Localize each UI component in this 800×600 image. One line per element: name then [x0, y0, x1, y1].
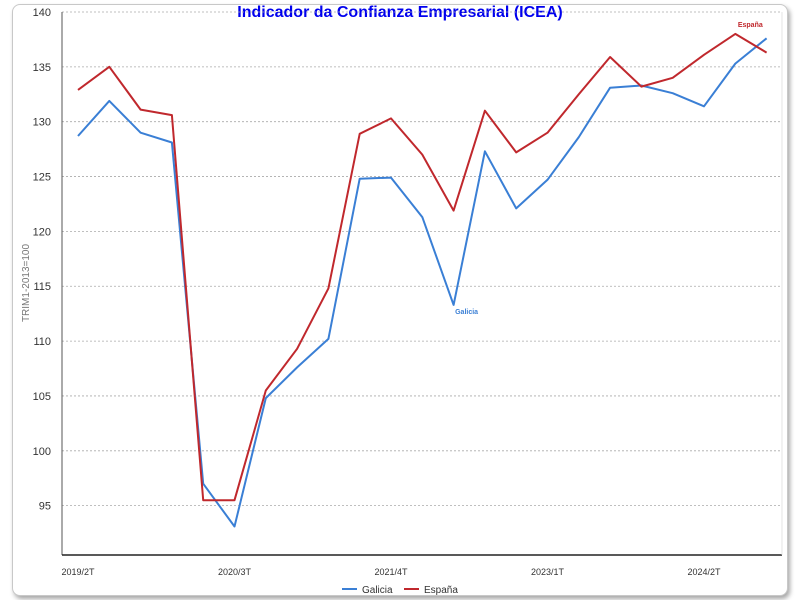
series-annotation: España [738, 22, 763, 29]
y-tick-label: 115 [33, 281, 51, 293]
x-tick-label: 2020/3T [218, 567, 252, 577]
chart-title: Indicador da Confianza Empresarial (ICEA… [237, 4, 562, 21]
y-tick-label: 105 [33, 391, 51, 403]
series-annotation: Galicia [455, 309, 478, 316]
y-tick-label: 95 [39, 501, 51, 513]
series-line-galicia [77, 37, 768, 528]
y-tick-label: 120 [33, 226, 51, 238]
gridlines [62, 11, 782, 507]
y-tick-label: 135 [33, 62, 51, 74]
series-annotations: Galicia España [455, 22, 763, 316]
legend-item-label[interactable]: Galicia [362, 585, 393, 596]
axes [61, 12, 783, 556]
y-tick-label: 140 [33, 7, 51, 19]
x-tick-label: 2021/4T [374, 567, 408, 577]
y-tick-label: 100 [33, 446, 51, 458]
legend-item-label[interactable]: España [424, 585, 458, 596]
y-axis-label: TRIM1-2013=100 [21, 244, 32, 323]
series-lines [77, 32, 768, 528]
x-tick-label: 2023/1T [531, 567, 565, 577]
x-tick-label: 2024/2T [687, 567, 721, 577]
x-tick-labels: 2019/2T 2020/3T 2021/4T 2023/1T 2024/2T [61, 567, 721, 577]
series-line-espana [77, 32, 768, 502]
legend[interactable]: Galicia España [342, 585, 458, 596]
x-tick-label: 2019/2T [61, 567, 95, 577]
chart-frame [12, 4, 788, 596]
y-tick-labels: 95 100 105 110 115 120 125 130 135 140 [33, 7, 51, 513]
y-tick-label: 130 [33, 117, 51, 129]
y-tick-label: 110 [33, 336, 51, 348]
y-tick-label: 125 [33, 172, 51, 184]
